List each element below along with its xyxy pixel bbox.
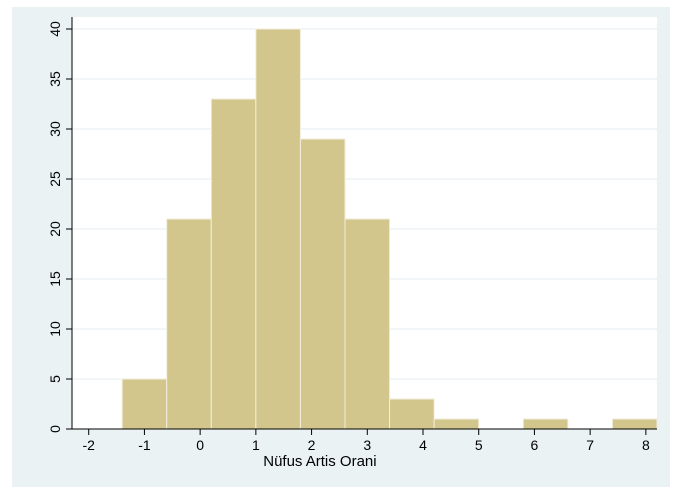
histogram-bar-0: [121, 378, 168, 430]
y-tick-label: 0: [47, 425, 63, 433]
histogram-bar-11: [611, 418, 658, 430]
histogram-bar-2: [210, 98, 257, 430]
x-tick-label: -2: [82, 437, 95, 453]
y-tick-label: 5: [47, 375, 63, 383]
x-tick-label: 8: [642, 437, 650, 453]
y-tick-label: 15: [47, 271, 63, 287]
y-axis-ticks: 0 5 10 15 20 25 30 35 40: [47, 21, 72, 433]
histogram-bar-1: [166, 218, 212, 430]
x-tick-label: 4: [419, 437, 427, 453]
histogram-bars: [121, 28, 658, 430]
x-tick-label: 3: [363, 437, 371, 453]
x-tick-label: 6: [531, 437, 539, 453]
histogram-figure: -2 -1 0 1 2 3 4 5 6 7 8 0 5 10 15 20 25 30 35 40 Nüfus Art…: [12, 7, 670, 487]
histogram-bar-5: [344, 218, 391, 430]
x-tick-label: -1: [138, 437, 151, 453]
y-tick-label: 20: [47, 221, 63, 237]
histogram-bar-7: [433, 418, 480, 430]
x-tick-label: 1: [252, 437, 260, 453]
x-tick-label: 7: [586, 437, 594, 453]
x-tick-label: 0: [196, 437, 204, 453]
x-tick-label: 2: [308, 437, 316, 453]
histogram-bar-9: [522, 418, 569, 430]
x-axis-ticks: -2 -1 0 1 2 3 4 5 6 7 8: [82, 429, 650, 453]
x-tick-label: 5: [475, 437, 483, 453]
histogram-bar-4: [299, 138, 346, 430]
histogram-chart: -2 -1 0 1 2 3 4 5 6 7 8 0 5 10 15 20 25 30 35 40 Nüfus Art…: [47, 17, 658, 470]
histogram-bar-6: [389, 398, 435, 430]
x-axis-title: Nüfus Artis Orani: [263, 453, 376, 470]
y-tick-label: 10: [47, 321, 63, 337]
y-tick-label: 25: [47, 171, 63, 187]
axes: [71, 17, 657, 430]
y-tick-label: 30: [47, 121, 63, 137]
y-tick-label: 35: [47, 71, 63, 87]
y-tick-label: 40: [47, 21, 63, 37]
histogram-bar-3: [255, 28, 301, 430]
